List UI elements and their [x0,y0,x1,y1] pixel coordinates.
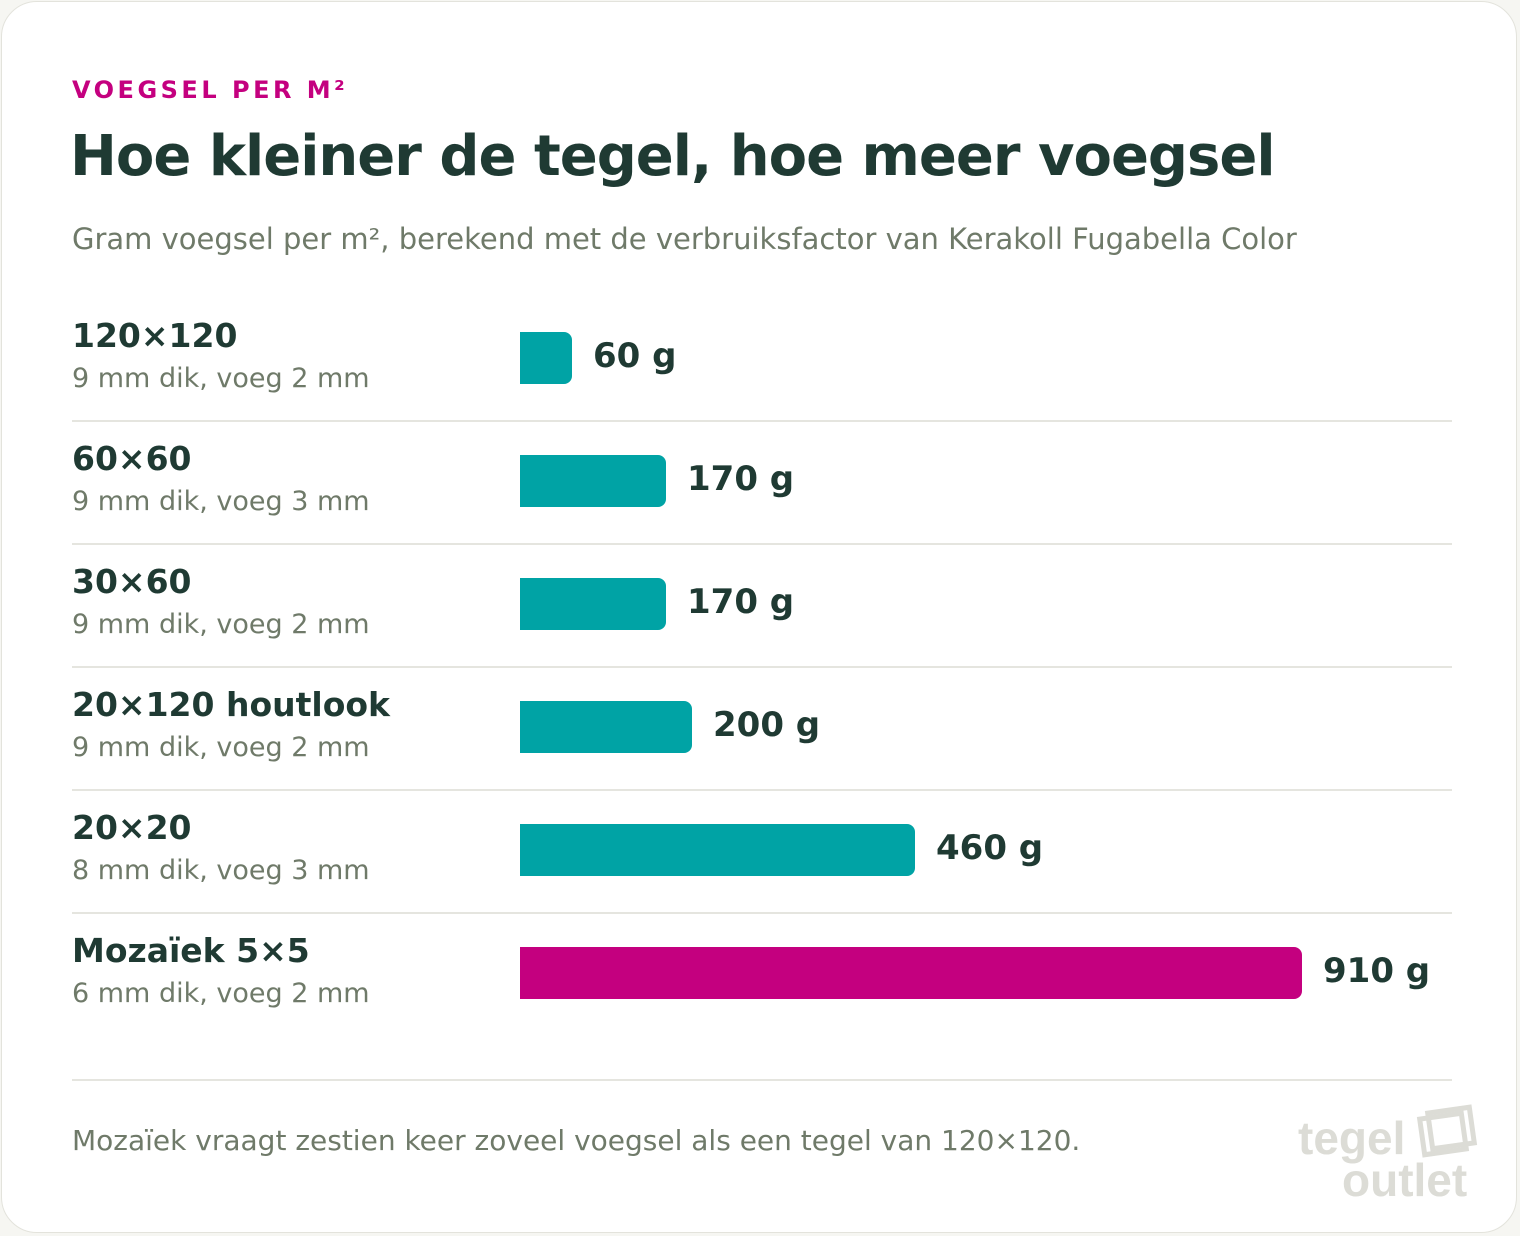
bar [520,578,666,630]
row-description: 9 mm dik, voeg 2 mm [72,363,370,394]
chart-subtitle: Gram voegsel per m², berekend met de ver… [72,222,1297,256]
bar [520,824,915,876]
bar [520,455,666,507]
bar [520,701,692,753]
bar-value-label: 200 g [713,705,821,745]
bar [520,947,1302,999]
row-divider [72,543,1452,545]
bar-value-label: 170 g [687,582,795,622]
footnote: Mozaïek vraagt zestien keer zoveel voegs… [72,1124,1081,1157]
tegel-outlet-logo: tegel outlet [1298,1104,1478,1202]
row-label: 20×120 houtlook [72,685,390,724]
bar-value-label: 170 g [687,459,795,499]
row-divider [72,666,1452,668]
row-description: 9 mm dik, voeg 2 mm [72,732,370,763]
bar-value-label: 910 g [1323,951,1431,991]
logo-line-1: tegel [1298,1112,1405,1164]
row-divider [72,912,1452,914]
footer-divider [72,1079,1452,1081]
row-description: 8 mm dik, voeg 3 mm [72,855,370,886]
row-description: 9 mm dik, voeg 3 mm [72,486,370,517]
logo-line-2: outlet [1342,1154,1467,1202]
row-label: 20×20 [72,808,192,847]
row-label: 120×120 [72,316,238,355]
row-label: Mozaïek 5×5 [72,931,310,970]
bar [520,332,572,384]
bar-value-label: 460 g [936,828,1044,868]
row-divider [72,789,1452,791]
row-label: 60×60 [72,439,192,478]
bar-value-label: 60 g [593,336,677,376]
eyebrow-label: VOEGSEL PER M² [72,76,349,104]
row-label: 30×60 [72,562,192,601]
row-description: 6 mm dik, voeg 2 mm [72,978,370,1009]
chart-title: Hoe kleiner de tegel, hoe meer voegsel [70,124,1276,189]
tile-icon [1416,1104,1478,1158]
row-description: 9 mm dik, voeg 2 mm [72,609,370,640]
row-divider [72,420,1452,422]
